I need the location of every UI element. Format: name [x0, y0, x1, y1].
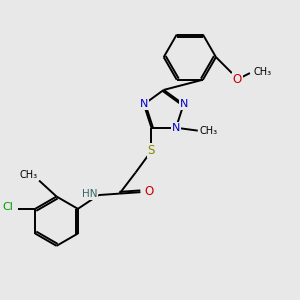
- Text: HN: HN: [82, 190, 98, 200]
- Text: CH₃: CH₃: [200, 126, 218, 136]
- Text: O: O: [144, 185, 153, 198]
- Text: S: S: [148, 144, 155, 158]
- Text: CH₃: CH₃: [253, 67, 271, 76]
- Text: O: O: [232, 73, 242, 86]
- Text: N: N: [179, 99, 188, 110]
- Text: N: N: [140, 99, 148, 110]
- Text: CH₃: CH₃: [19, 170, 37, 180]
- Text: N: N: [172, 123, 180, 133]
- Text: Cl: Cl: [2, 202, 13, 212]
